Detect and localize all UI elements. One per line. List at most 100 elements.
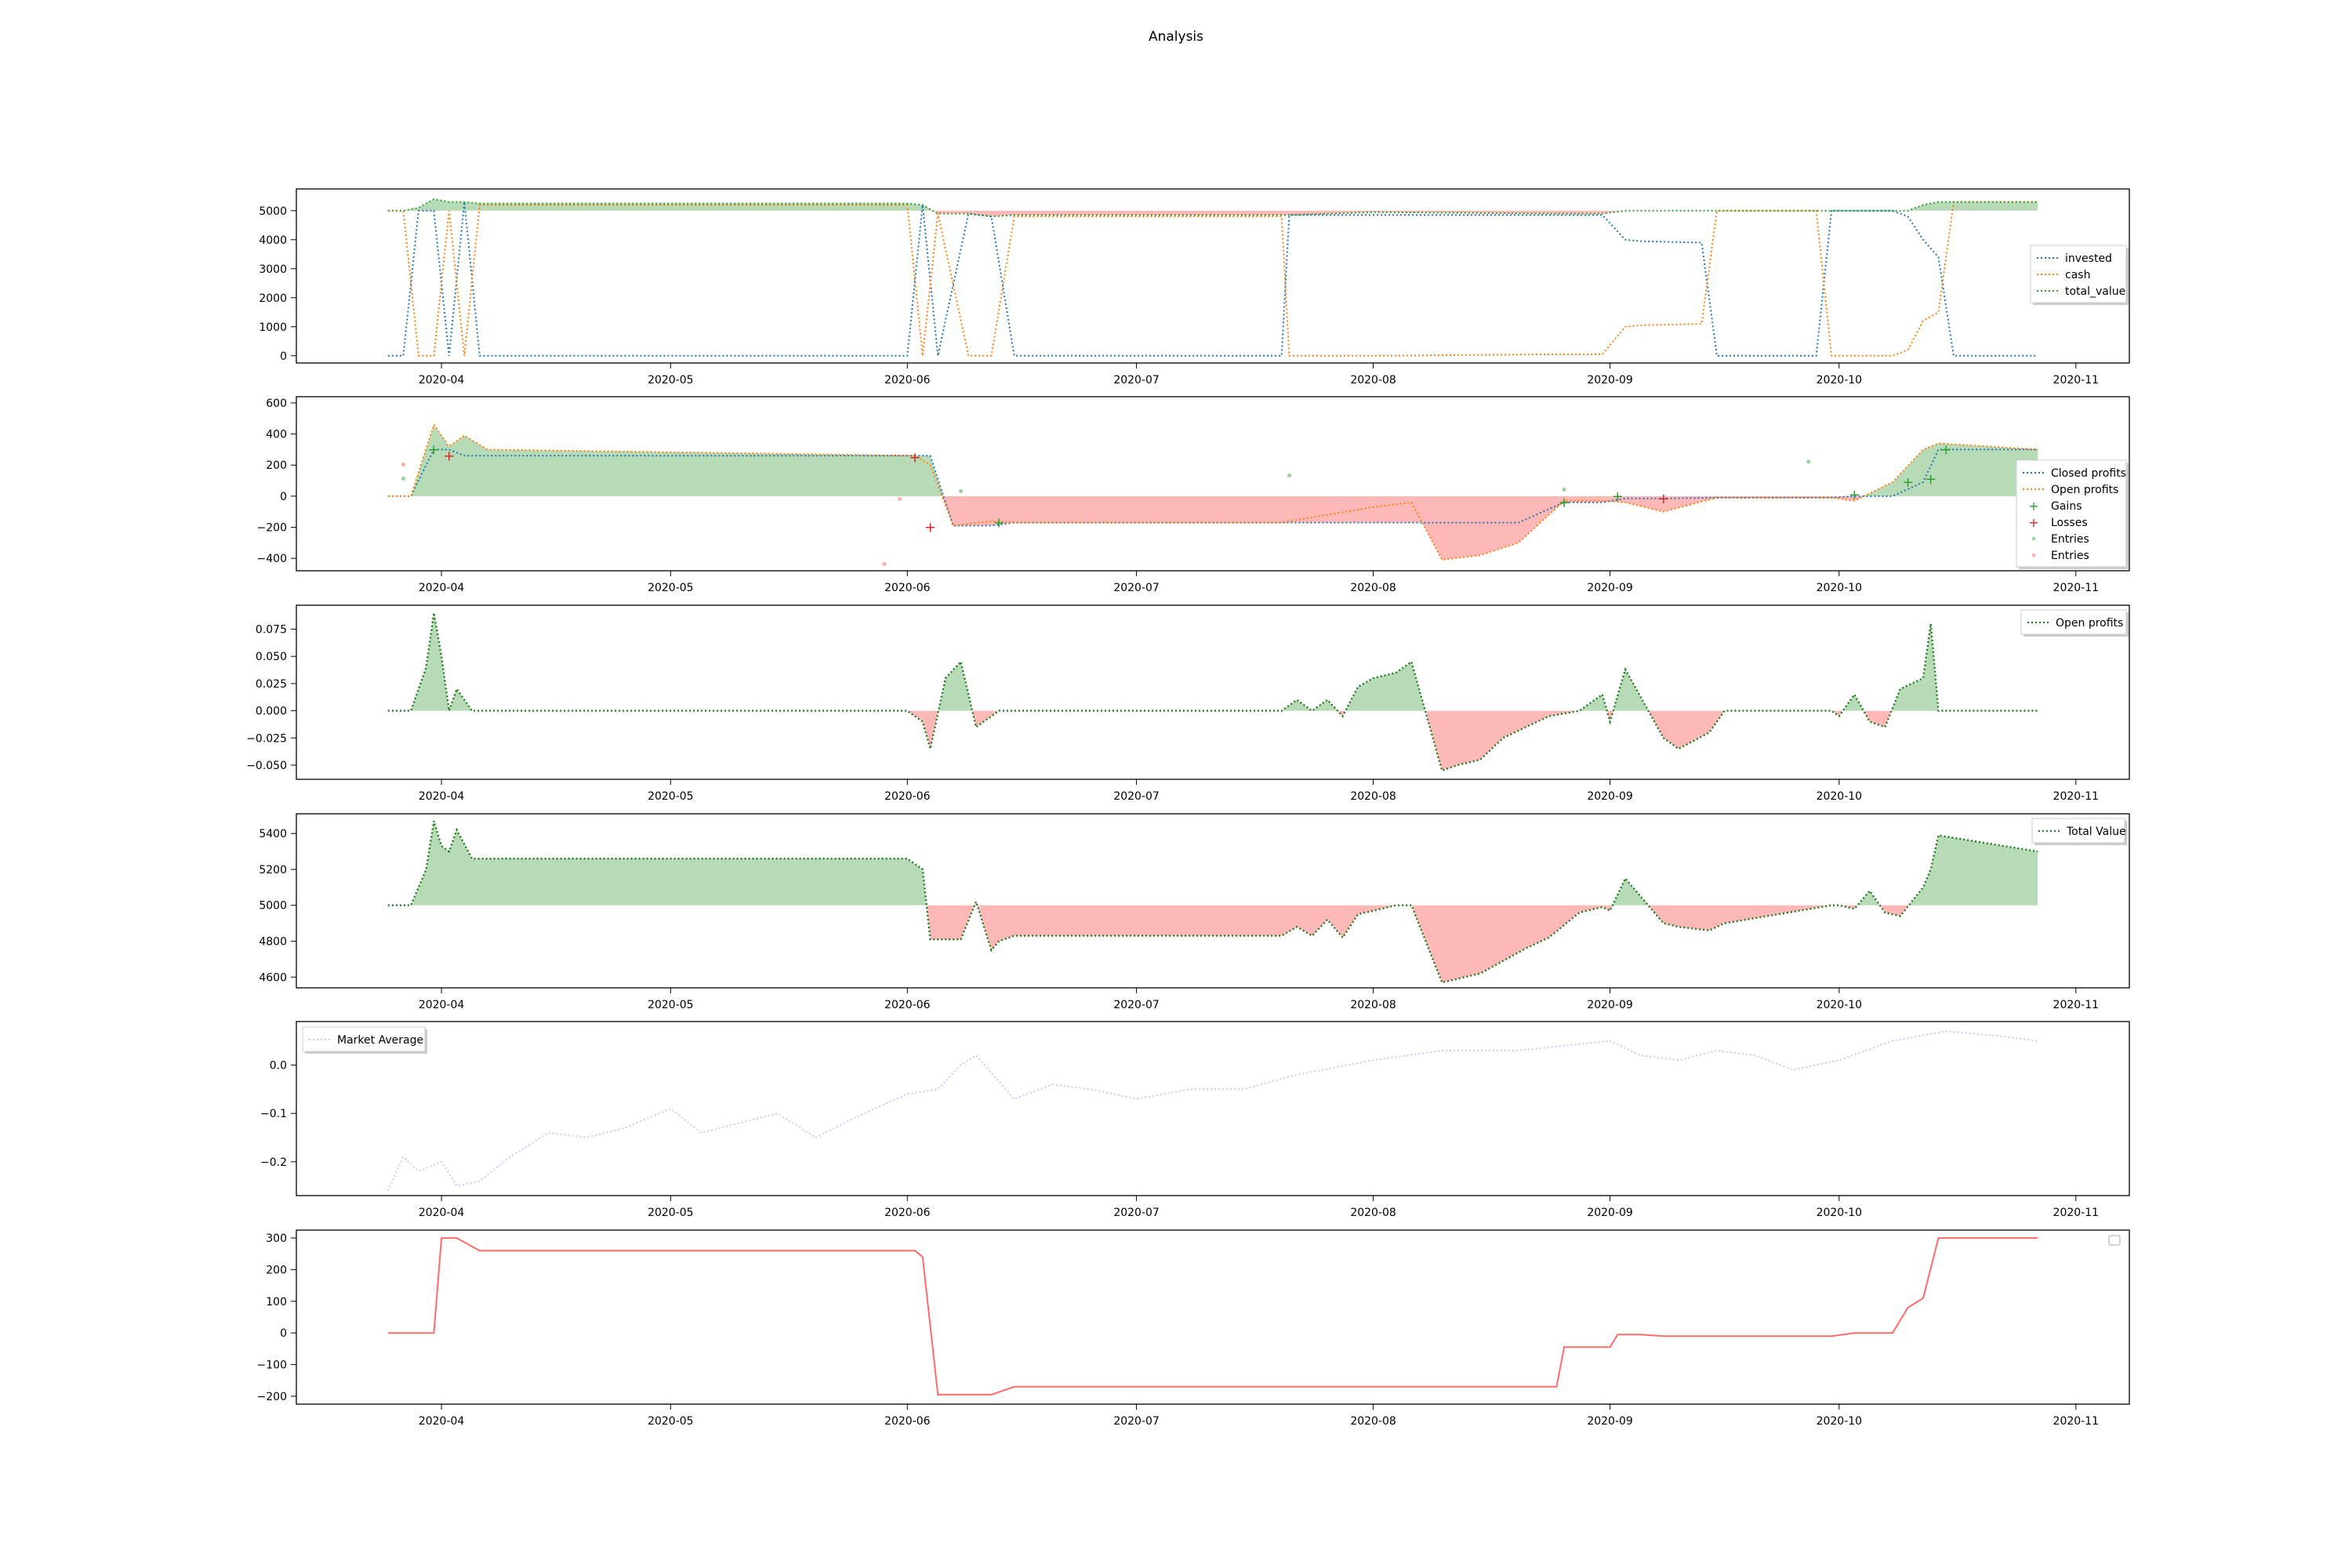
x-tick-label: 2020-08 bbox=[1350, 1415, 1396, 1428]
x-tick-label: 2020-10 bbox=[1817, 582, 1863, 594]
legend-label: total_value bbox=[2065, 285, 2125, 298]
marker-gains: + bbox=[1902, 474, 1914, 491]
y-tick-label: 0 bbox=[280, 491, 287, 503]
marker-entries: • bbox=[1285, 468, 1294, 485]
y-tick-label: −0.025 bbox=[246, 732, 287, 745]
x-tick-label: 2020-07 bbox=[1113, 1207, 1160, 1219]
legend-label: Losses bbox=[2051, 517, 2088, 529]
panel-market-average: −0.2 −0.1 0.0 2020-04 2020-05 2020-06 2020-07 2… bbox=[260, 1021, 2130, 1219]
y-tick-label: −200 bbox=[257, 522, 287, 535]
plot-frame bbox=[296, 188, 2130, 364]
y-tick-label: 100 bbox=[266, 1296, 287, 1308]
marker-gains: + bbox=[1849, 487, 1860, 503]
y-tick-label: 0.0 bbox=[270, 1060, 287, 1073]
y-tick-label: 1000 bbox=[259, 321, 287, 334]
x-tick-label: 2020-10 bbox=[1817, 790, 1863, 803]
x-tick-label: 2020-06 bbox=[884, 790, 931, 803]
x-tick-label: 2020-05 bbox=[648, 790, 694, 803]
marker-losses: + bbox=[1657, 491, 1669, 507]
x-tick-label: 2020-08 bbox=[1350, 374, 1396, 387]
legend-label: invested bbox=[2065, 252, 2112, 265]
legend-box bbox=[2030, 245, 2127, 303]
legend-label: Total Value bbox=[2066, 826, 2126, 838]
x-tick-label: 2020-09 bbox=[1587, 999, 1633, 1011]
y-tick-label: −0.1 bbox=[260, 1108, 287, 1120]
y-tick-label: 4600 bbox=[259, 971, 287, 984]
open-loss-fill bbox=[387, 495, 2038, 561]
x-tick-label: 2020-07 bbox=[1113, 582, 1160, 594]
x-tick-label: 2020-05 bbox=[648, 999, 694, 1011]
x-tick-label: 2020-08 bbox=[1350, 999, 1396, 1011]
y-tick-label: −0.2 bbox=[260, 1156, 287, 1169]
x-tick-label: 2020-05 bbox=[648, 1415, 694, 1428]
legend-label: Gains bbox=[2051, 500, 2082, 513]
marker-gains: + bbox=[1940, 441, 1952, 458]
x-tick-label: 2020-04 bbox=[419, 582, 465, 594]
y-tick-label: 0 bbox=[280, 350, 287, 363]
open-ratio-loss-fill bbox=[387, 710, 2038, 771]
x-tick-label: 2020-11 bbox=[2053, 999, 2100, 1011]
x-tick-label: 2020-04 bbox=[419, 1415, 465, 1428]
panel-total-value: 4600 4800 5000 5200 5400 2020-04 2020-05 2020-0… bbox=[259, 813, 2130, 1011]
legend-marker: + bbox=[2028, 499, 2038, 514]
legend-label: Market Average bbox=[337, 1034, 423, 1047]
x-tick-label: 2020-11 bbox=[2053, 790, 2100, 803]
x-tick-label: 2020-08 bbox=[1350, 582, 1396, 594]
total-value-loss-fill bbox=[387, 210, 2038, 217]
x-tick-label: 2020-06 bbox=[884, 374, 931, 387]
marker-losses: + bbox=[443, 448, 455, 464]
y-tick-label: 0 bbox=[280, 1327, 287, 1340]
legend-label: Open profits bbox=[2056, 617, 2123, 630]
y-tick-label: 0.000 bbox=[256, 706, 287, 718]
marker-entries: • bbox=[1560, 482, 1569, 499]
marker-entries: • bbox=[956, 484, 965, 500]
plot-frame bbox=[296, 604, 2130, 780]
x-tick-label: 2020-04 bbox=[419, 999, 465, 1011]
plot-frame bbox=[296, 1021, 2130, 1196]
x-tick-label: 2020-05 bbox=[648, 374, 694, 387]
x-tick-label: 2020-06 bbox=[884, 1415, 931, 1428]
panel-closed-steps: −200 −100 0 100 200 300 2020-04 2020-05 2020-06 2… bbox=[257, 1229, 2130, 1428]
marker-gains: + bbox=[1559, 495, 1570, 511]
panel-invested-cash: 0 1000 2000 3000 4000 5000 2020-04 2020-05 2020-… bbox=[259, 188, 2130, 387]
x-tick-label: 2020-04 bbox=[419, 1207, 465, 1219]
total-value-gain-fill bbox=[403, 199, 2038, 211]
y-tick-label: 200 bbox=[266, 1264, 287, 1276]
x-tick-label: 2020-09 bbox=[1587, 374, 1633, 387]
marker-entries: • bbox=[1805, 454, 1813, 470]
figure-title: Analysis bbox=[1149, 29, 1203, 45]
y-tick-label: 0.075 bbox=[256, 624, 287, 637]
y-tick-label: −0.050 bbox=[246, 760, 287, 772]
x-tick-label: 2020-07 bbox=[1113, 999, 1160, 1011]
y-tick-label: 400 bbox=[266, 429, 287, 441]
closed-profits-line bbox=[387, 448, 2038, 527]
x-tick-label: 2020-11 bbox=[2053, 582, 2100, 594]
x-tick-label: 2020-07 bbox=[1113, 1415, 1160, 1428]
x-tick-label: 2020-04 bbox=[419, 790, 465, 803]
marker-gains: + bbox=[428, 441, 440, 458]
plot-frame bbox=[296, 1229, 2130, 1405]
legend-label: Closed profits bbox=[2051, 467, 2126, 480]
legend-marker: • bbox=[2030, 548, 2037, 563]
y-tick-label: 2000 bbox=[259, 292, 287, 305]
y-tick-label: 0.050 bbox=[256, 651, 287, 663]
legend-box bbox=[2020, 609, 2127, 635]
x-tick-label: 2020-07 bbox=[1113, 790, 1160, 803]
y-tick-label: 4800 bbox=[259, 935, 287, 948]
x-tick-label: 2020-09 bbox=[1587, 1207, 1633, 1219]
y-tick-label: 5400 bbox=[259, 828, 287, 840]
x-tick-label: 2020-11 bbox=[2053, 374, 2100, 387]
y-tick-label: −200 bbox=[257, 1391, 287, 1403]
y-tick-label: 3000 bbox=[259, 263, 287, 276]
legend-label: Entries bbox=[2051, 533, 2089, 546]
total-loss-fill bbox=[926, 905, 1909, 983]
legend-label: cash bbox=[2065, 269, 2090, 281]
x-tick-label: 2020-04 bbox=[419, 374, 465, 387]
y-tick-label: −100 bbox=[257, 1359, 287, 1372]
x-tick-label: 2020-10 bbox=[1817, 374, 1863, 387]
x-tick-label: 2020-06 bbox=[884, 582, 931, 594]
open-gain-fill bbox=[411, 424, 2038, 496]
x-tick-label: 2020-11 bbox=[2053, 1207, 2100, 1219]
x-tick-label: 2020-11 bbox=[2053, 1415, 2100, 1428]
x-tick-label: 2020-05 bbox=[648, 1207, 694, 1219]
